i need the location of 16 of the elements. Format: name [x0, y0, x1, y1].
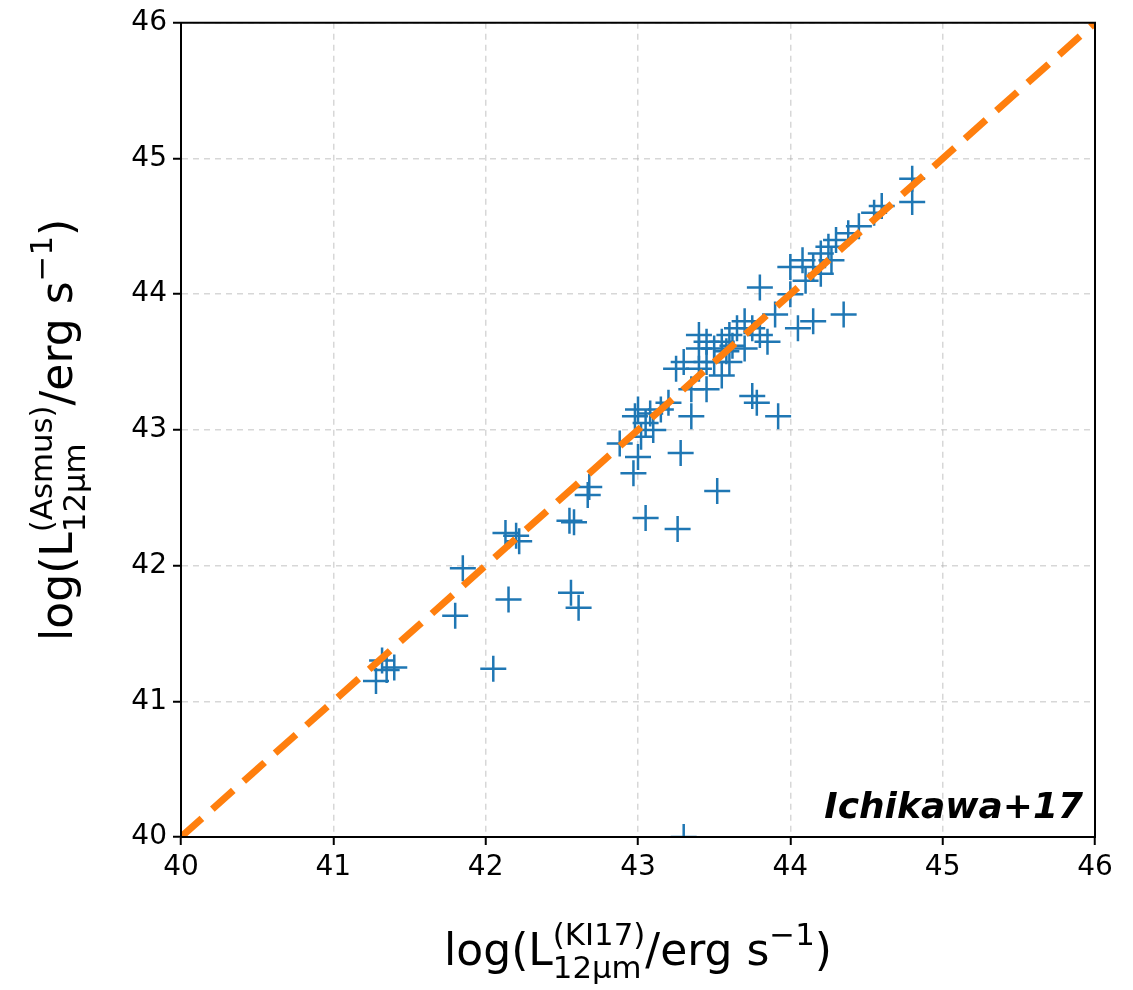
annotation: Ichikawa+17 [824, 785, 1083, 827]
x-tick-label: 46 [1077, 849, 1113, 883]
y-tick-label: 43 [131, 411, 167, 445]
y-axis-title: log(L12μm(Asmus)/erg s−1) [23, 218, 93, 641]
y-tick-label: 41 [131, 682, 167, 716]
x-tick-label: 45 [924, 849, 961, 883]
x-tick-label: 43 [620, 849, 656, 883]
y-tick-label: 44 [131, 275, 167, 309]
x-tick-label: 44 [772, 849, 809, 883]
x-tick-label: 42 [467, 849, 504, 883]
x-tick-label: 41 [315, 849, 352, 883]
y-tick-label: 45 [131, 139, 167, 173]
y-tick-label: 42 [131, 546, 167, 580]
y-tick-label: 40 [131, 818, 167, 852]
y-tick-label: 46 [131, 4, 167, 38]
x-tick-label: 40 [163, 849, 199, 883]
